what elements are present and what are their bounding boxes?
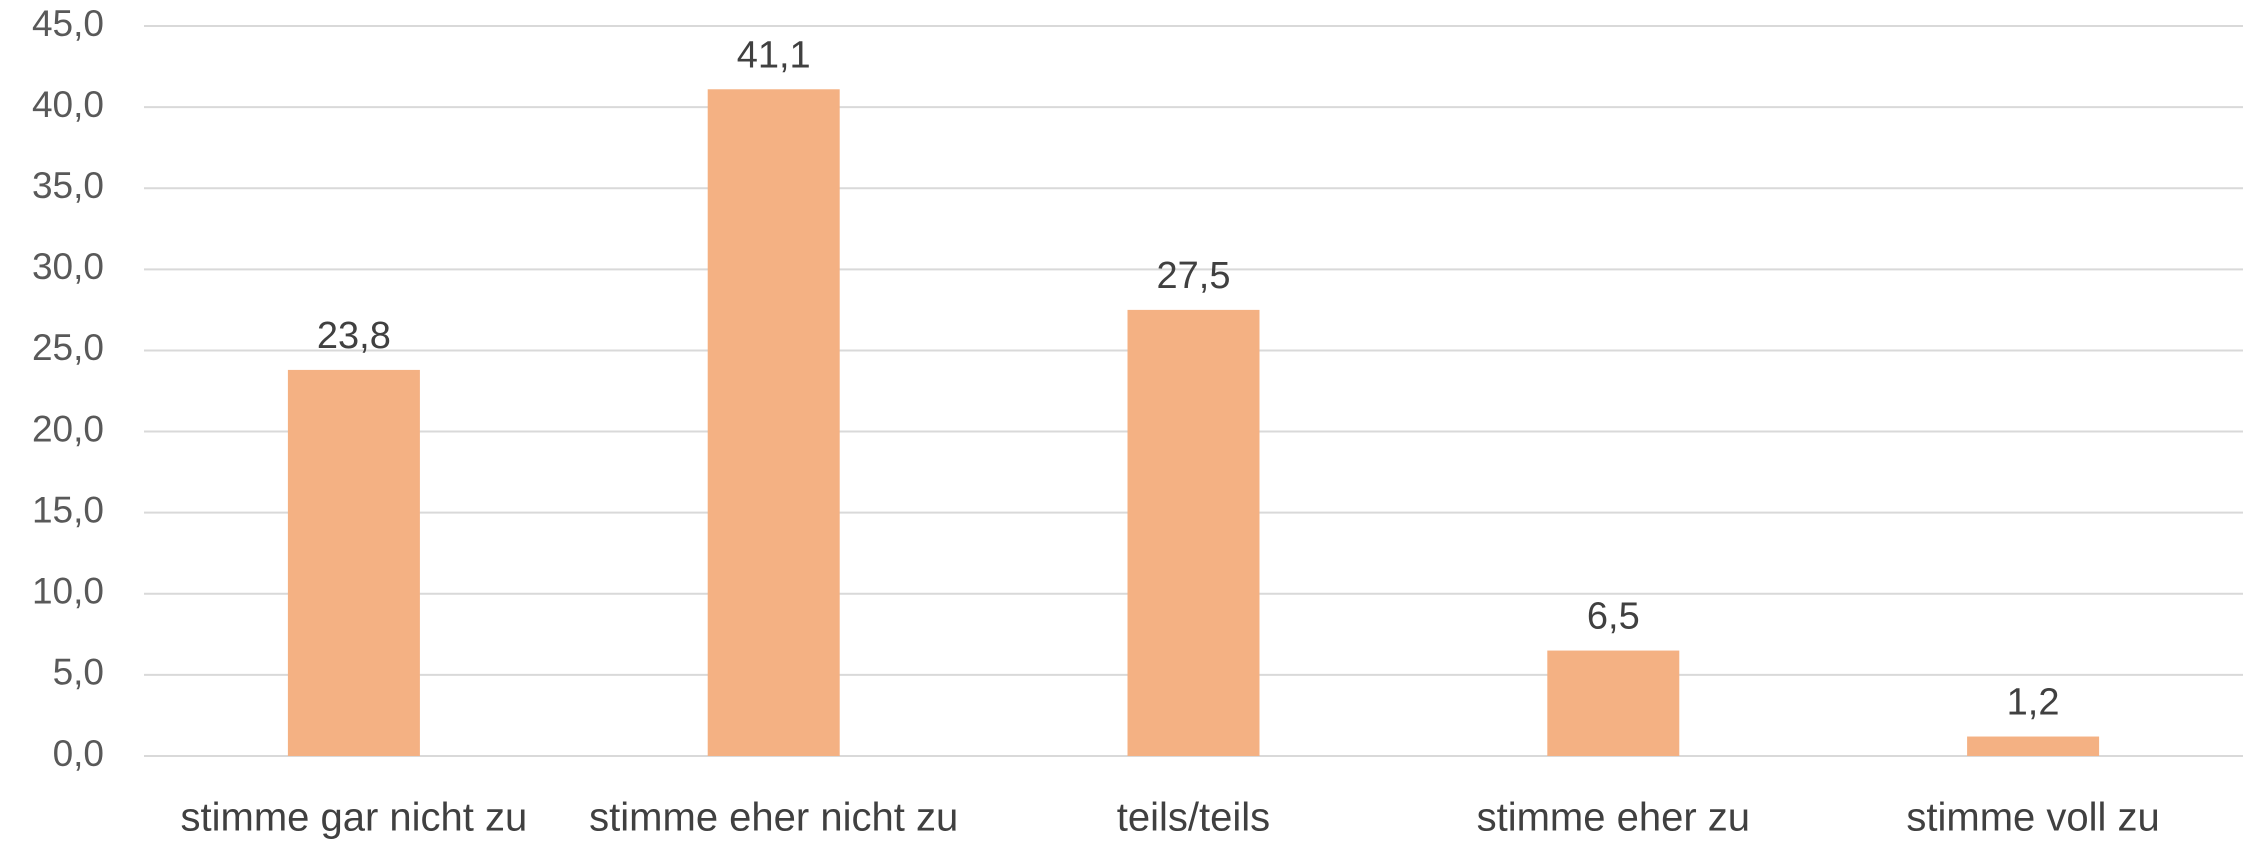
bar [1967,736,2100,756]
y-tick-label: 35,0 [32,165,104,206]
y-tick-label: 40,0 [32,84,104,125]
y-tick-label: 25,0 [32,327,104,368]
value-label: 1,2 [2007,682,2060,724]
y-tick-label: 45,0 [32,3,104,44]
x-tick-label: stimme voll zu [1906,796,2159,840]
value-label: 6,5 [1587,596,1640,638]
value-label: 27,5 [1157,255,1231,297]
bar [707,89,840,757]
x-tick-label: stimme eher nicht zu [589,796,958,840]
x-tick-label: stimme gar nicht zu [181,796,528,840]
y-tick-label: 5,0 [53,652,104,693]
y-tick-label: 20,0 [32,408,104,449]
value-label: 23,8 [317,315,391,357]
x-tick-label: stimme eher zu [1477,796,1750,840]
bar [287,369,420,756]
value-label: 41,1 [737,34,811,76]
bar [1547,650,1680,756]
x-tick-label: teils/teils [1117,796,1270,840]
y-tick-label: 15,0 [32,489,104,530]
y-tick-label: 0,0 [53,733,104,774]
bar [1127,309,1260,756]
y-tick-label: 30,0 [32,246,104,287]
y-tick-label: 10,0 [32,571,104,612]
